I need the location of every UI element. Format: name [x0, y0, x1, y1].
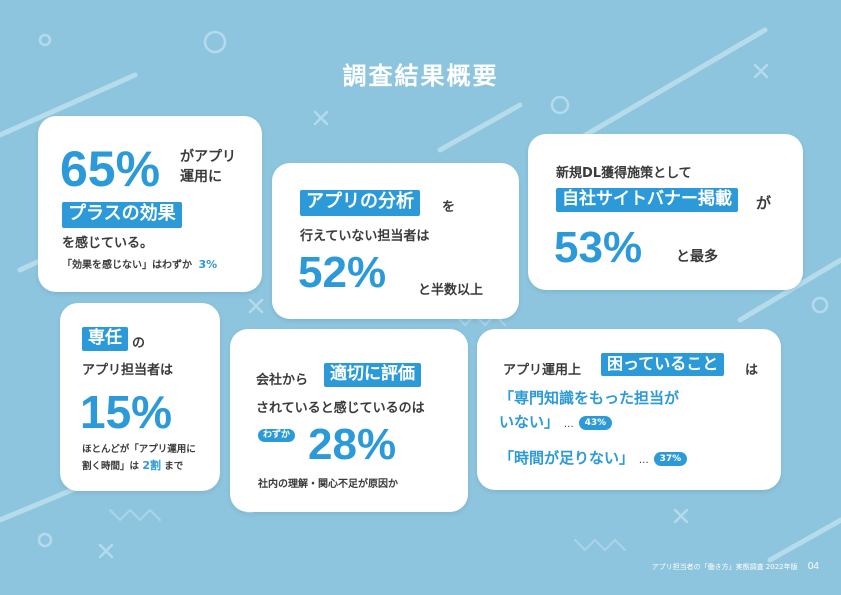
card3-line1: 新規DL獲得施策として — [556, 166, 692, 181]
result-card-problems: アプリ運用上 困っていること は 「専門知識をもった担当が いない」 … 43%… — [477, 329, 781, 490]
card4-note2: 割く時間」は 2割 まで — [82, 457, 183, 473]
card4-percentage: 15% — [80, 386, 173, 438]
card4-line1: アプリ担当者は — [82, 363, 174, 378]
card4-note2-suffix: まで — [164, 461, 184, 472]
result-card-dedicated-staff: 専任 の アプリ担当者は 15% ほとんどが「アプリ運用に 割く時間」は 2割 … — [60, 303, 220, 491]
card4-highlight: 専任 — [82, 327, 128, 352]
card1-line3: を感じている。 — [62, 236, 154, 251]
card1-note-value: 3% — [198, 258, 218, 271]
card6-prefix: アプリ運用上 — [503, 363, 582, 378]
result-card-new-dl: 新規DL獲得施策として 自社サイトバナー掲載 が 53% と最多 — [528, 134, 803, 290]
card1-line2: 運用に — [180, 169, 222, 185]
card6-item1-line2: いない」 … 43% — [499, 411, 613, 432]
footer-text: アプリ担当者の「働き方」実態調査 2022年版 — [651, 563, 798, 571]
card6-highlight: 困っていること — [601, 353, 725, 376]
footer: アプリ担当者の「働き方」実態調査 2022年版 04 — [652, 561, 819, 572]
card2-tail: と半数以上 — [418, 283, 484, 298]
card3-percentage: 53% — [554, 223, 643, 272]
card4-suffix: の — [132, 336, 146, 351]
card6-suffix: は — [745, 363, 759, 378]
card6-item2-text: 「時間が足りない」 — [499, 449, 635, 467]
card6-item1-text: いない」 — [499, 413, 560, 431]
card6-item2: 「時間が足りない」 … 37% — [499, 447, 688, 468]
card3-tail: と最多 — [676, 249, 718, 265]
card6-item2-dots: … — [638, 455, 649, 466]
card6-item2-value: 37% — [653, 451, 688, 466]
card1-highlight: プラスの効果 — [62, 202, 182, 228]
page-number: 04 — [807, 561, 819, 572]
card3-highlight: 自社サイトバナー掲載 — [556, 188, 738, 213]
card5-prefix: 会社から — [256, 373, 309, 388]
result-card-evaluation: 会社から 適切に評価 されていると感じているのは わずか 28% 社内の理解・関… — [230, 329, 468, 512]
page-title: 調査結果概要 — [342, 62, 499, 90]
result-card-app-effect: 65% がアプリ 運用に プラスの効果 を感じている。 「効果を感じない」はわず… — [38, 116, 262, 292]
card4-note1: ほとんどが「アプリ運用に — [82, 444, 196, 455]
card5-highlight: 適切に評価 — [324, 363, 421, 388]
card4-note2-prefix: 割く時間」は — [82, 461, 140, 472]
card6-item1-value: 43% — [578, 415, 613, 430]
card2-percentage: 52% — [298, 248, 387, 297]
card2-suffix: を — [442, 200, 456, 215]
card2-line1: 行えていない担当者は — [300, 229, 430, 244]
card3-suffix: が — [756, 194, 772, 212]
card4-note2-value: 2割 — [142, 459, 161, 472]
card6-item1-dots: … — [563, 419, 574, 430]
card5-percentage: 28% — [308, 420, 397, 469]
card1-percentage: 65% — [60, 141, 161, 197]
card2-highlight: アプリの分析 — [300, 190, 420, 216]
card6-item1-line1: 「専門知識をもった担当が — [499, 389, 680, 407]
card5-line1: されていると感じているのは — [256, 401, 425, 416]
card1-note-text: 「効果を感じない」はわずか — [62, 260, 192, 271]
card5-badge: わずか — [258, 429, 296, 443]
result-card-app-analysis: アプリの分析 を 行えていない担当者は 52% と半数以上 — [272, 163, 519, 319]
card1-line1: がアプリ — [180, 149, 236, 165]
card1-note: 「効果を感じない」はわずか 3% — [62, 256, 217, 271]
card5-note: 社内の理解・関心不足が原因か — [258, 479, 398, 490]
